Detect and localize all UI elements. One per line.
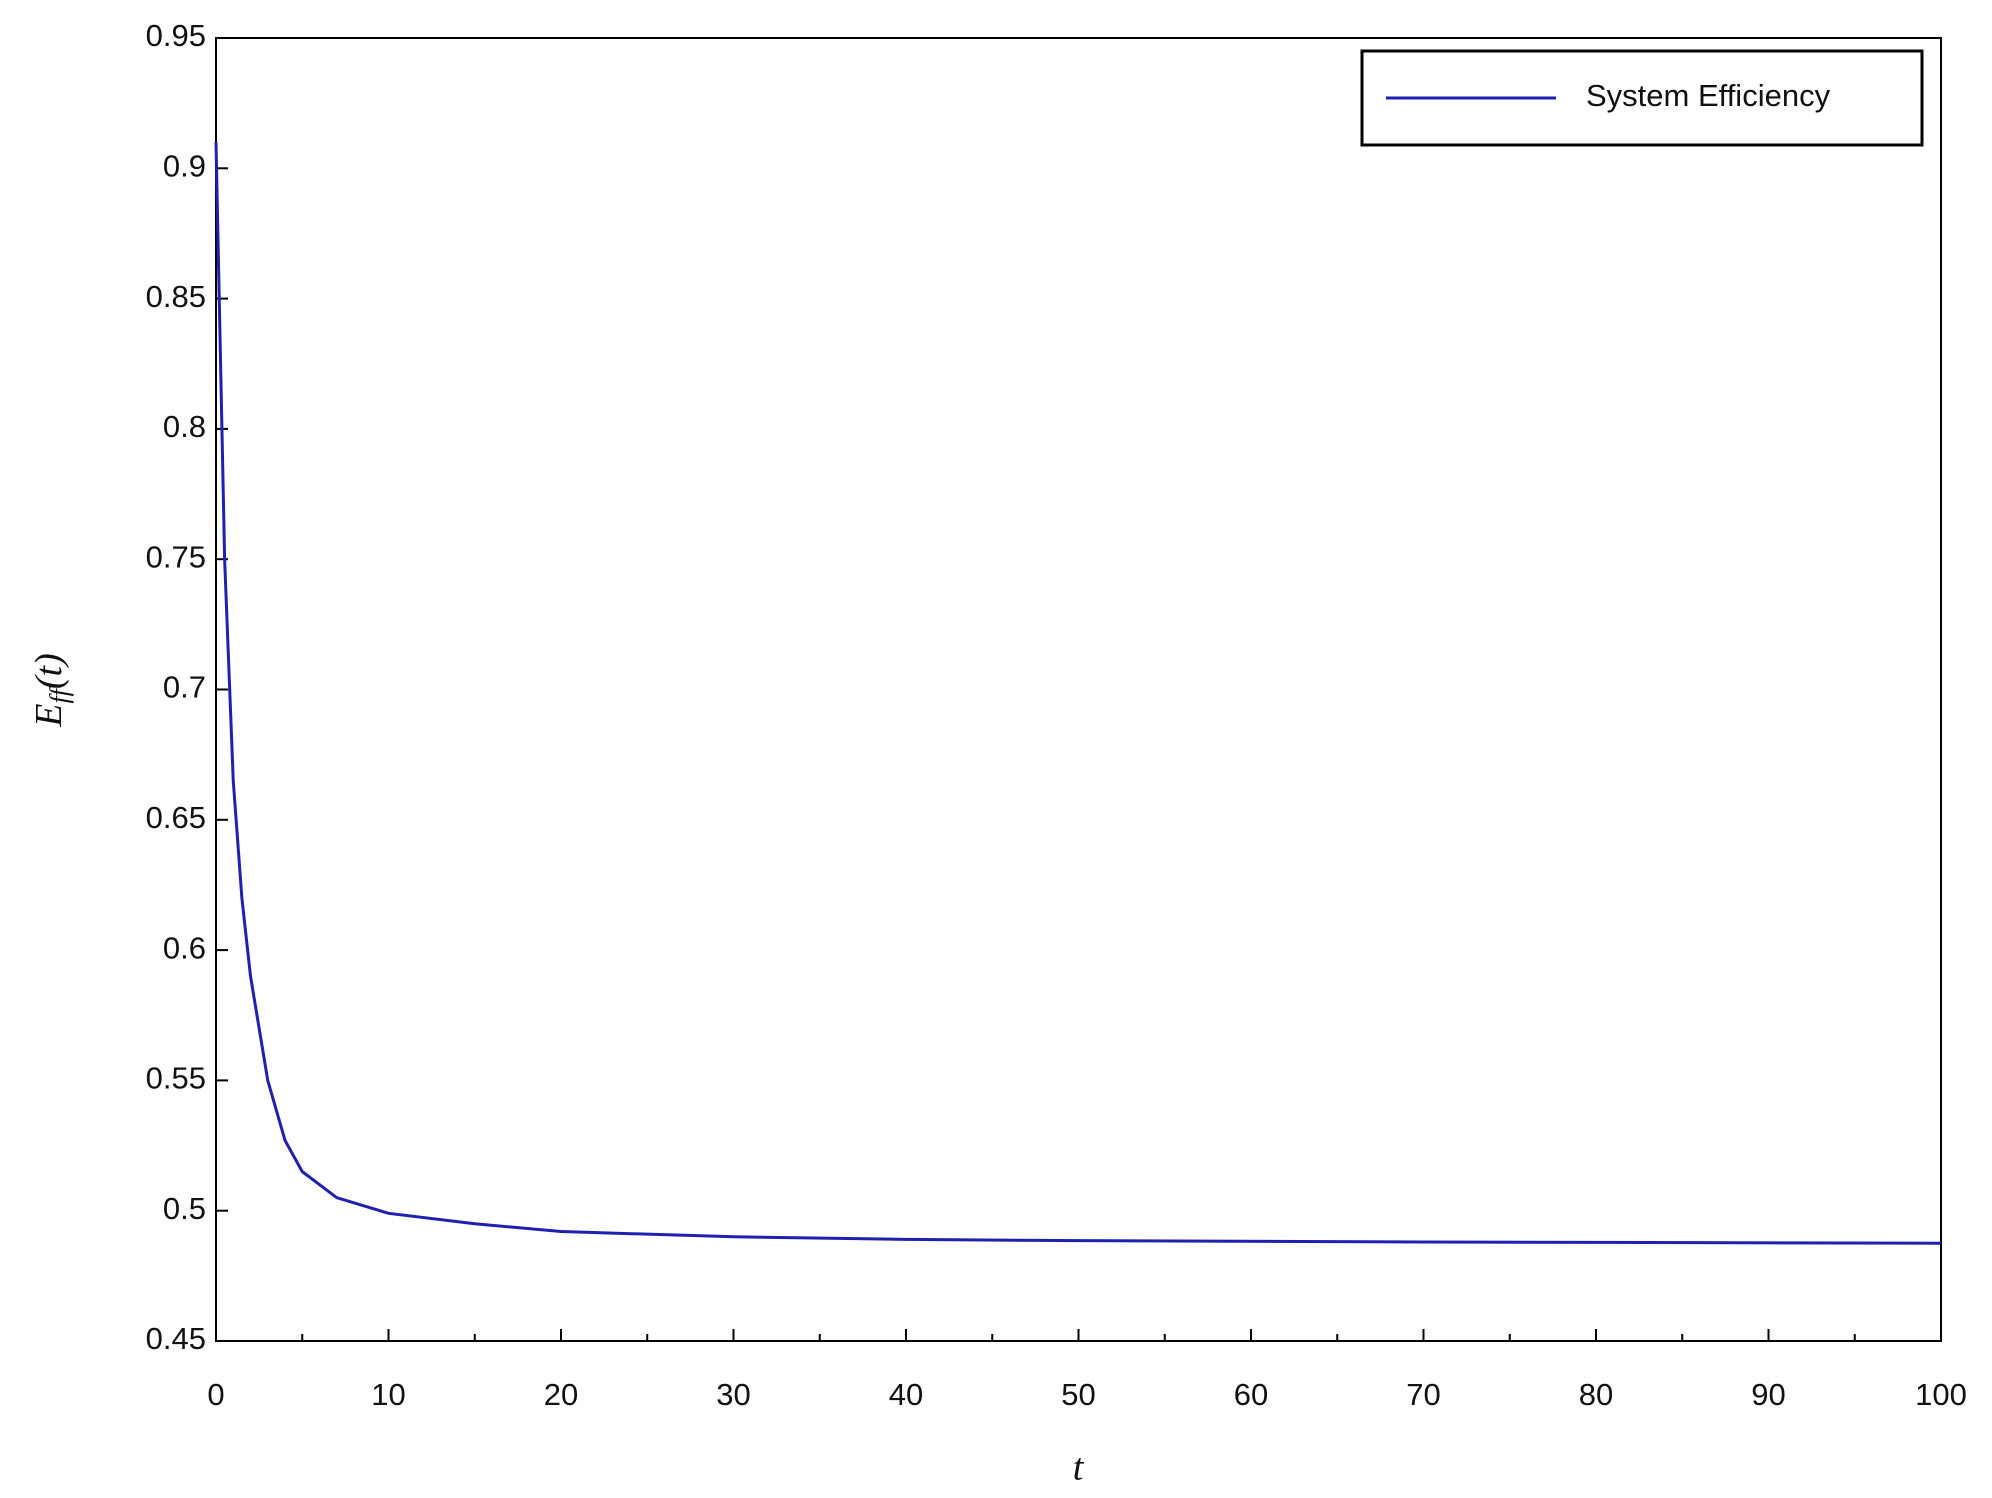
x-tick-label: 80 (1579, 1377, 1613, 1412)
x-tick-label: 10 (371, 1377, 405, 1412)
y-label-base: E (28, 704, 70, 728)
legend-box (1360, 49, 1924, 147)
y-tick-label: 0.65 (146, 800, 206, 835)
x-tick-label: 0 (207, 1377, 224, 1412)
y-tick-label: 0.5 (163, 1191, 206, 1226)
y-axis-label: Eff(t) (28, 653, 74, 728)
x-axis-label: t (1073, 1447, 1085, 1489)
y-tick-label: 0.55 (146, 1061, 206, 1096)
y-tick-label: 0.9 (163, 148, 206, 183)
y-tick-label: 0.7 (163, 670, 206, 705)
legend-label: System Efficiency (1586, 78, 1831, 113)
x-tick-label: 40 (889, 1377, 923, 1412)
y-tick-label: 0.95 (146, 18, 206, 53)
y-tick-label: 0.6 (163, 930, 206, 965)
legend: System Efficiency (1360, 49, 1924, 147)
x-tick-label: 100 (1915, 1377, 1967, 1412)
y-tick-label: 0.85 (146, 279, 206, 314)
y-label-rest: (t) (28, 653, 70, 689)
x-tick-label: 70 (1406, 1377, 1440, 1412)
x-tick-label: 90 (1751, 1377, 1785, 1412)
x-tick-label: 60 (1234, 1377, 1268, 1412)
y-tick-label: 0.45 (146, 1321, 206, 1356)
x-tick-label: 50 (1061, 1377, 1095, 1412)
x-tick-label: 20 (544, 1377, 578, 1412)
x-tick-label: 30 (716, 1377, 750, 1412)
line (214, 142, 1942, 1245)
y-label-sub: ff (45, 685, 74, 703)
y-tick-label: 0.75 (146, 539, 206, 574)
y-tick-label: 0.8 (163, 409, 206, 444)
